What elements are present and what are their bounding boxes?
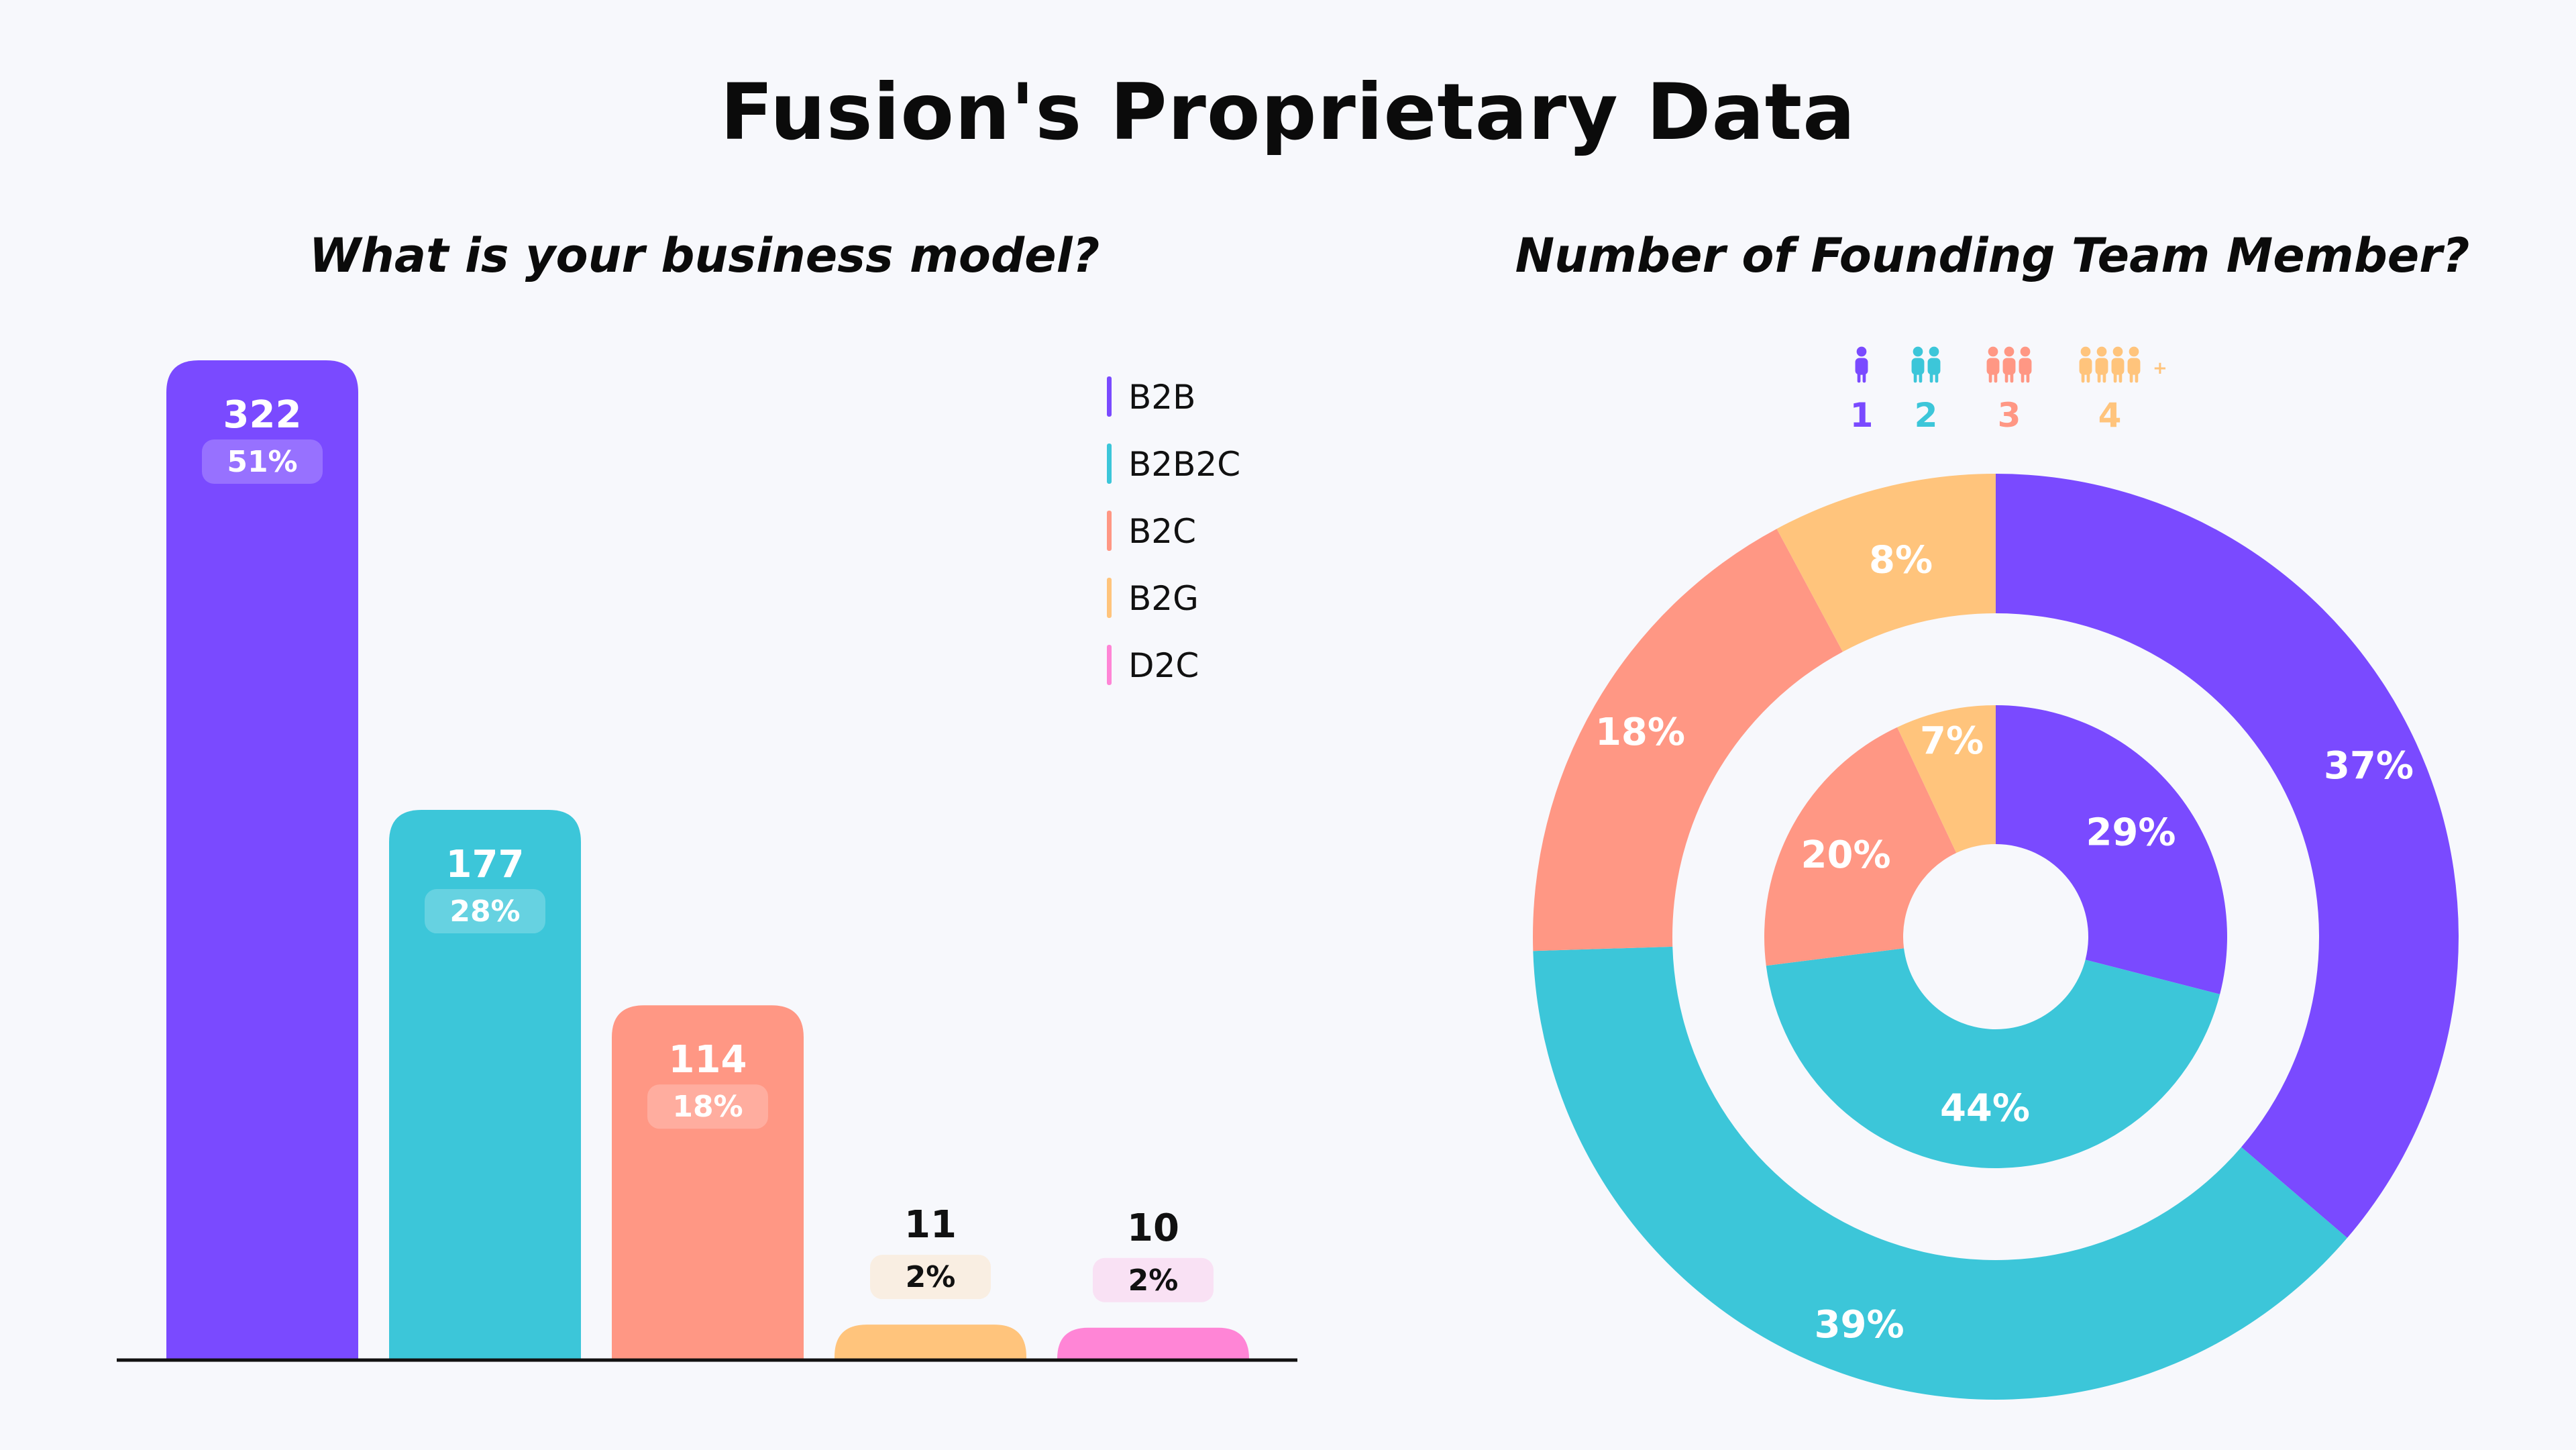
- svg-text:+: +: [2153, 358, 2167, 378]
- bar-percent-pill: [202, 439, 323, 484]
- outer-ring-slice-3: [1533, 529, 1843, 951]
- legend-swatch: [1107, 376, 1112, 417]
- inner-ring-label: 7%: [1920, 719, 1984, 763]
- bar-b2b2c: [389, 810, 581, 1359]
- bar-value-label: 322: [223, 393, 302, 437]
- legend-swatch: [1107, 578, 1112, 618]
- legend-label-b2g: B2G: [1128, 579, 1199, 618]
- person-2-icon: [1911, 346, 1941, 383]
- legend-number-1: 1: [1850, 396, 1874, 435]
- bar-percent-label: 2%: [906, 1260, 956, 1294]
- legend-label-b2b: B2B: [1128, 378, 1195, 417]
- bar-percent-label: 2%: [1128, 1263, 1179, 1298]
- legend-number-2: 2: [1915, 396, 1938, 435]
- legend-label-b2b2c: B2B2C: [1128, 445, 1240, 484]
- outer-ring-label: 37%: [2324, 744, 2414, 788]
- outer-ring-slice-2: [1533, 946, 2347, 1400]
- donut-chart: 37% 39% 18% 8% 29% 44% 20% 7% 1 2 3 +4: [1533, 346, 2459, 1400]
- bar-percent-label: 18%: [672, 1090, 743, 1124]
- bar-b2g: [835, 1325, 1026, 1359]
- legend-swatch: [1107, 511, 1112, 551]
- bar-value-label: 10: [1127, 1206, 1179, 1250]
- legend-number-4: 4: [2098, 396, 2122, 435]
- outer-ring-label: 18%: [1595, 711, 1685, 754]
- outer-ring-slice-4: [1776, 474, 1996, 652]
- page-title: Fusion's Proprietary Data: [720, 67, 1856, 158]
- outer-ring-label: 39%: [1815, 1303, 1904, 1347]
- inner-ring-label: 29%: [2086, 811, 2176, 855]
- legend-swatch: [1107, 645, 1112, 685]
- donut-chart-title: Number of Founding Team Member?: [1515, 228, 2470, 283]
- inner-ring-slice-1: [1996, 705, 2227, 994]
- bar-percent-pill: [1093, 1257, 1214, 1302]
- inner-ring-slice-2: [1766, 948, 2220, 1168]
- inner-ring-slice-4: [1897, 705, 1996, 853]
- legend-label-b2c: B2C: [1128, 512, 1196, 551]
- bar-b2c: [612, 1005, 804, 1359]
- person-4-plus-icon: +: [2079, 346, 2167, 383]
- bar-value-label: 11: [904, 1203, 957, 1247]
- inner-ring-slice-3: [1764, 727, 1957, 966]
- bar-percent-pill: [870, 1255, 991, 1300]
- bar-d2c: [1057, 1327, 1249, 1359]
- bar-chart-title: What is your business model?: [309, 228, 1100, 283]
- bar-chart: 322 51% 177 28% 114 18% 11 2% 10 2% B2B B2B2C B2C B2G…: [117, 360, 1297, 1362]
- bar-percent-pill: [425, 889, 545, 934]
- bar-percent-label: 28%: [449, 894, 520, 929]
- bar-percent-label: 51%: [227, 445, 297, 479]
- legend-number-3: 3: [1998, 396, 2021, 435]
- legend-swatch: [1107, 444, 1112, 484]
- legend-label-d2c: D2C: [1128, 646, 1199, 685]
- bar-value-label: 114: [669, 1038, 747, 1082]
- bar-b2b: [166, 360, 358, 1359]
- inner-ring-label: 44%: [1940, 1086, 2030, 1130]
- outer-ring-slice-1: [1996, 474, 2459, 1238]
- outer-ring-label: 8%: [1869, 539, 1933, 582]
- bar-percent-pill: [647, 1084, 768, 1129]
- person-1-icon: [1855, 346, 1868, 383]
- bar-value-label: 177: [446, 843, 525, 886]
- inner-ring-label: 20%: [1801, 833, 1891, 877]
- person-3-icon: [1986, 346, 2032, 383]
